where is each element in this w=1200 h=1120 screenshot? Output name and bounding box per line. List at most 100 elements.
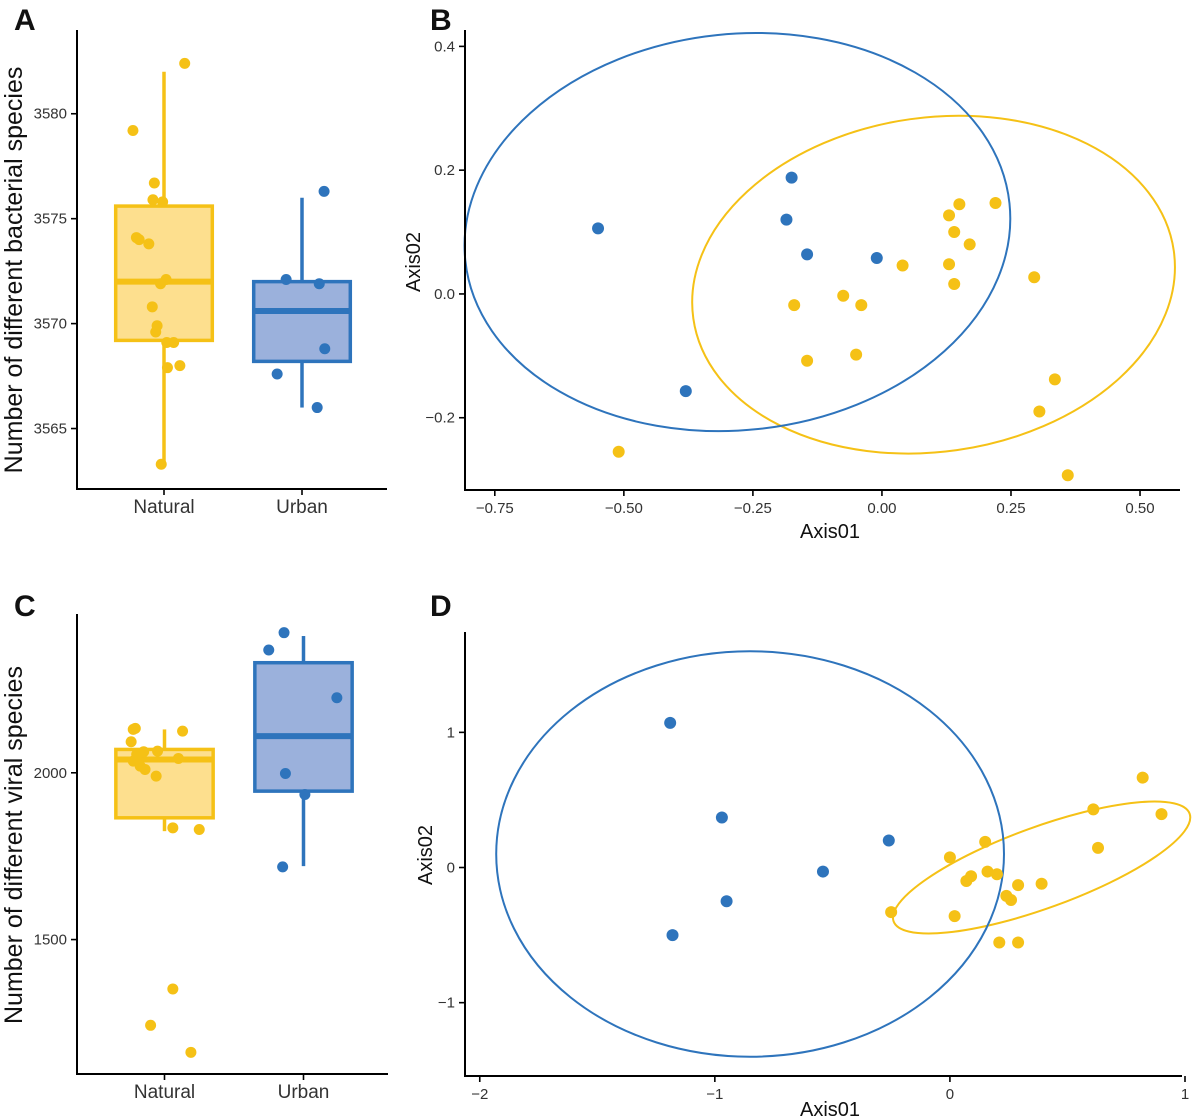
panel-a-natural-point bbox=[155, 278, 167, 290]
panel-d-natural-point bbox=[990, 868, 1003, 881]
panel-c-natural-point bbox=[193, 823, 205, 835]
panel-d-urban-point bbox=[666, 929, 679, 942]
panel-d-natural-point bbox=[1136, 771, 1149, 784]
panel-d-x-tick-label: 0 bbox=[946, 1086, 954, 1103]
panel-c-x-ticks: Natural Urban bbox=[134, 1074, 329, 1103]
panel-a-natural-point bbox=[143, 238, 155, 250]
panel-c-urban-box bbox=[253, 660, 354, 793]
panel-a-y-tick-label: 3565 bbox=[34, 421, 67, 438]
panel-a-urban-point bbox=[311, 402, 323, 414]
panel-b-natural-point bbox=[788, 299, 801, 312]
panel-d: D −1 0 1 −2 −1 0 1 Axis01 Axis02 bbox=[415, 590, 1192, 1120]
panel-letter-d: D bbox=[430, 590, 452, 623]
panel-d-y-tick-label: 1 bbox=[447, 724, 455, 741]
panel-a-x-tick-label: Urban bbox=[276, 497, 328, 518]
panel-b-x-tick-label: −0.75 bbox=[476, 500, 514, 517]
panel-d-natural-point bbox=[979, 835, 992, 848]
panel-b-natural-point bbox=[943, 258, 956, 271]
panel-d-natural-ellipse bbox=[891, 800, 1192, 935]
panel-b-natural-point bbox=[963, 238, 976, 251]
panel-d-natural-point bbox=[1155, 808, 1168, 821]
panel-a-natural-point bbox=[179, 57, 191, 69]
panel-b-x-title: Axis01 bbox=[800, 521, 860, 543]
panel-c-natural-point bbox=[167, 822, 179, 834]
panel-d-natural-point bbox=[1005, 893, 1018, 906]
panel-d-natural-point bbox=[1087, 803, 1100, 816]
panel-d-x-tick-label: −1 bbox=[706, 1086, 723, 1103]
panel-a-urban-point bbox=[271, 368, 283, 380]
panel-a-y-ticks: 3565 3570 3575 3580 bbox=[34, 106, 77, 438]
panel-c-y-tick-label: 1500 bbox=[34, 932, 67, 949]
panel-d-urban-point bbox=[715, 811, 728, 824]
panel-d-natural-point bbox=[943, 851, 956, 864]
panel-d-natural-point bbox=[885, 906, 898, 919]
panel-a-natural-point bbox=[147, 194, 159, 206]
panel-d-natural-point bbox=[1012, 879, 1025, 892]
panel-b-urban-point bbox=[785, 171, 798, 184]
panel-b-natural-ellipse bbox=[691, 114, 1176, 455]
panel-d-natural-point bbox=[1012, 936, 1025, 949]
panel-d-urban-point bbox=[816, 865, 829, 878]
panel-b-natural-point bbox=[948, 278, 961, 291]
panel-a-natural-point bbox=[127, 125, 139, 137]
panel-d-natural-point bbox=[981, 865, 994, 878]
panel-d-x-title: Axis01 bbox=[800, 1099, 860, 1120]
panel-d-natural-point bbox=[948, 910, 961, 923]
panel-a-natural-point bbox=[146, 301, 158, 313]
panel-b-y-tick-label: 0.4 bbox=[434, 38, 455, 55]
panel-c-natural-point bbox=[139, 763, 151, 775]
panel-d-natural-point bbox=[1092, 841, 1105, 854]
panel-d-urban-point bbox=[664, 716, 677, 729]
panel-b-natural-point bbox=[1033, 405, 1046, 418]
panel-c-natural-point bbox=[145, 1019, 157, 1031]
panel-c-urban-point bbox=[299, 788, 311, 800]
panel-a-urban-point bbox=[313, 278, 325, 290]
panel-b-natural-point bbox=[989, 196, 1002, 209]
panel-d-urban-point bbox=[720, 895, 733, 908]
panel-c-y-tick-label: 2000 bbox=[34, 765, 67, 782]
panel-a-x-ticks: Natural Urban bbox=[133, 489, 328, 518]
panel-d-x-tick-label: −2 bbox=[471, 1086, 488, 1103]
panel-b-x-tick-label: 0.25 bbox=[996, 500, 1025, 517]
panel-a-natural-point bbox=[174, 360, 186, 372]
panel-c-urban-point bbox=[277, 861, 289, 873]
panel-c-natural-point bbox=[172, 752, 184, 764]
panel-c-natural-point bbox=[177, 725, 189, 737]
panel-b-y-tick-label: 0.2 bbox=[434, 162, 455, 179]
panel-a-y-title: Number of different bacterial species bbox=[0, 67, 28, 474]
panel-a-plot bbox=[113, 57, 353, 470]
panel-d-x-ticks: −2 −1 0 1 bbox=[471, 1076, 1189, 1103]
panel-b-plot bbox=[463, 32, 1176, 482]
panel-a-natural-point bbox=[161, 362, 173, 374]
panel-b-y-title: Axis02 bbox=[403, 232, 425, 292]
panel-b-urban-point bbox=[679, 385, 692, 398]
panel-a: A 3565 3570 3575 3580 Natural Urban Number o… bbox=[0, 4, 387, 518]
panel-c-natural-point bbox=[185, 1046, 197, 1058]
panel-b-natural-point bbox=[801, 354, 814, 367]
panel-d-plot bbox=[495, 650, 1192, 1058]
panel-b-urban-point bbox=[801, 248, 814, 261]
panel-b-y-tick-label: −0.2 bbox=[425, 410, 455, 427]
panel-a-y-tick-label: 3570 bbox=[34, 316, 67, 333]
panel-b-natural-point bbox=[612, 445, 625, 458]
panel-b-natural-point bbox=[943, 209, 956, 222]
panel-c-urban-point bbox=[279, 767, 291, 779]
panel-c-natural-point bbox=[167, 983, 179, 995]
panel-c-urban-point bbox=[331, 692, 343, 704]
panel-b-y-tick-label: 0.0 bbox=[434, 286, 455, 303]
panel-b-natural-point bbox=[948, 226, 961, 239]
panel-a-urban-point bbox=[318, 185, 330, 197]
panel-b-natural-point bbox=[855, 299, 868, 312]
panel-a-natural-point bbox=[148, 177, 160, 189]
panel-a-natural-point bbox=[155, 458, 167, 470]
panel-c-urban-point bbox=[278, 627, 290, 639]
panel-d-y-tick-label: −1 bbox=[438, 995, 455, 1012]
panel-c-natural-point bbox=[127, 723, 139, 735]
panel-a-y-tick-label: 3580 bbox=[34, 106, 67, 123]
panel-b-natural-point bbox=[896, 259, 909, 272]
panel-c-urban-point bbox=[263, 644, 275, 656]
panel-letter-c: C bbox=[14, 590, 36, 623]
panel-b: B −0.2 0.0 0.2 0.4 −0.75 −0.50 −0.25 0.00 0.25 0… bbox=[403, 4, 1180, 543]
panel-b-natural-point bbox=[1048, 373, 1061, 386]
